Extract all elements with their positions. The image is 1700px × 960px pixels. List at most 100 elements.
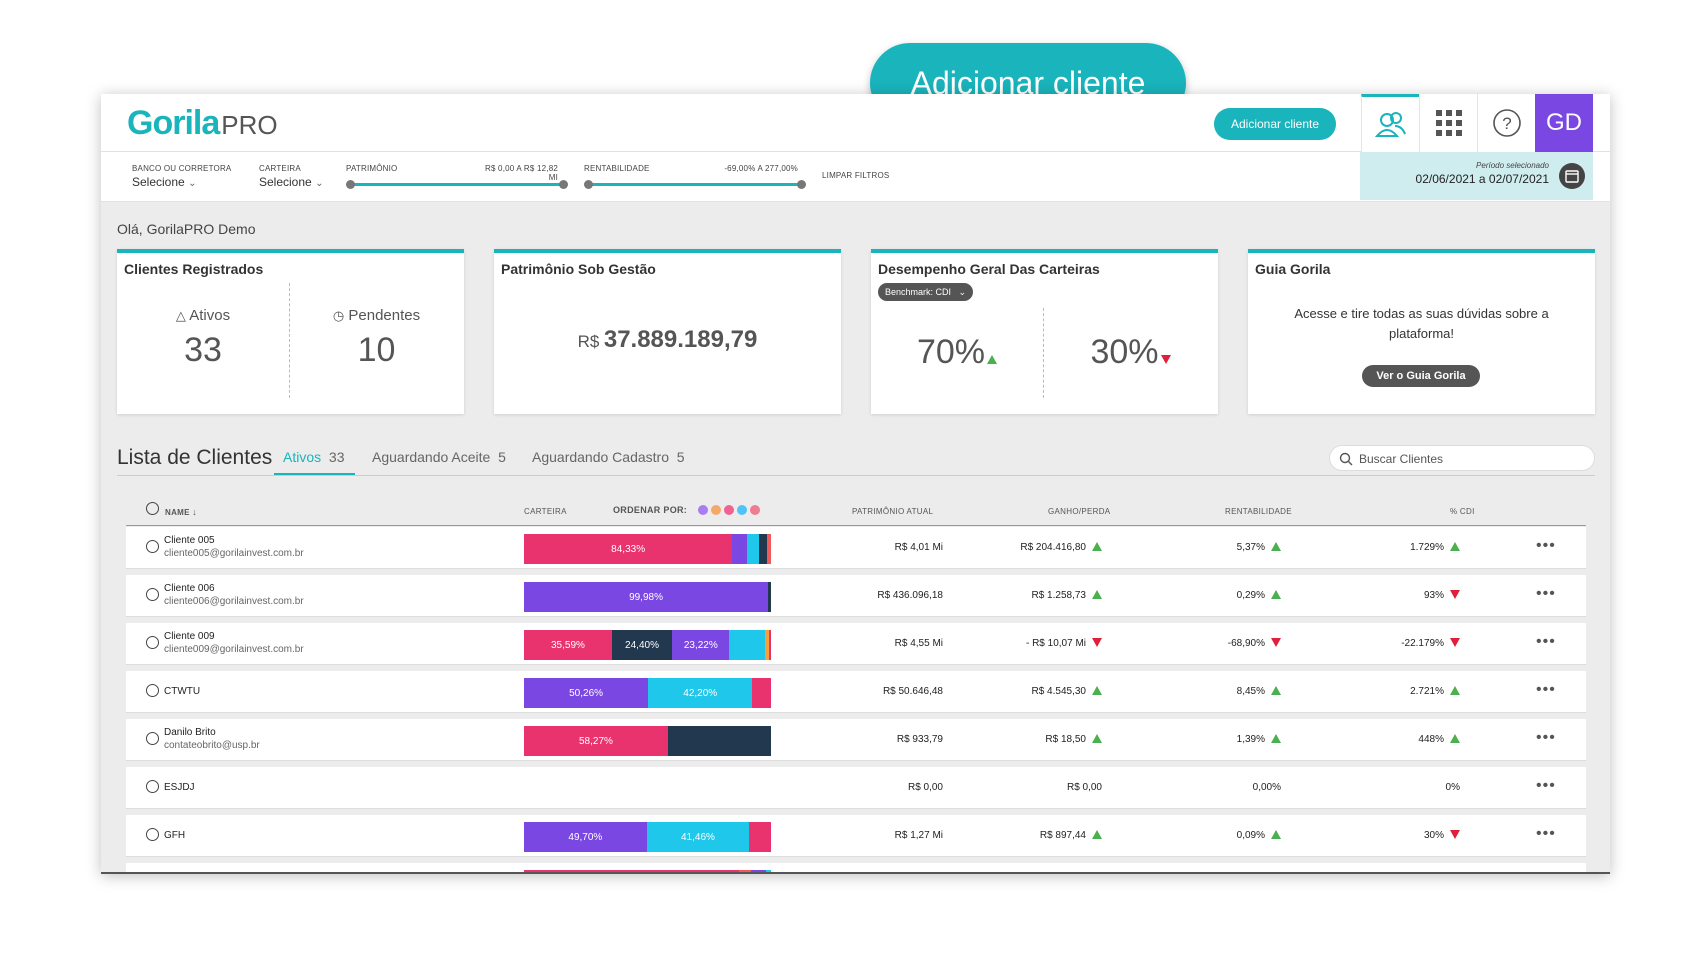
client-name[interactable]: ESJDJ (164, 782, 195, 793)
row-select-radio[interactable] (146, 588, 159, 601)
order-color-dot[interactable] (737, 505, 747, 515)
client-name[interactable]: Danilo Brito (164, 727, 216, 738)
active-label: Ativos (189, 307, 231, 324)
client-name[interactable]: Cliente 005 (164, 535, 215, 546)
allocation-bar[interactable]: 49,70% 41,46% (524, 822, 771, 852)
more-options-icon[interactable]: ••• (1536, 825, 1556, 842)
more-options-icon[interactable]: ••• (1536, 585, 1556, 602)
allocation-segment (747, 534, 760, 564)
guide-button[interactable]: Ver o Guia Gorila (1362, 365, 1480, 387)
bank-filter-select[interactable]: Selecione ⌄ (132, 175, 197, 189)
allocation-bar[interactable] (524, 870, 771, 872)
gain-value: - R$ 10,07 Mi (1026, 638, 1102, 649)
row-select-radio[interactable] (146, 780, 159, 793)
allocation-bar[interactable] (524, 774, 771, 804)
more-options-icon[interactable]: ••• (1536, 873, 1556, 874)
cdi-value: 93% (1424, 590, 1460, 601)
return-value: 0,09% (1237, 830, 1281, 841)
clock-icon: ◷ (332, 308, 345, 323)
patrimony-slider[interactable] (346, 180, 568, 189)
more-options-icon[interactable]: ••• (1536, 681, 1556, 698)
name-column-header[interactable]: NAME ↓ (165, 507, 198, 517)
more-options-icon[interactable]: ••• (1536, 729, 1556, 746)
row-select-radio[interactable] (146, 540, 159, 553)
patrimony-value: R$ 4,01 Mi (894, 542, 943, 553)
performance-up: 70% (871, 333, 1043, 372)
wallet-filter-select[interactable]: Selecione ⌄ (259, 175, 324, 189)
table-row[interactable]: Cliente 005 cliente005@gorilainvest.com.b… (126, 527, 1586, 569)
order-color-dot[interactable] (698, 505, 708, 515)
allocation-segment (764, 630, 769, 660)
patrimony-value: R$ 1,27 Mi (894, 830, 943, 841)
client-name[interactable]: Cliente 009 (164, 631, 215, 642)
cdi-column-header[interactable]: % CDI (1450, 507, 1475, 516)
add-client-button[interactable]: Adicionar cliente (1214, 108, 1336, 140)
calendar-icon[interactable] (1559, 163, 1585, 189)
return-value: -68,90% (1228, 638, 1281, 649)
client-email: contateobrito@usp.br (164, 740, 260, 751)
order-by-colors (698, 505, 760, 515)
patrimony-value: R$ 50.646,48 (882, 686, 943, 697)
allocation-bar[interactable]: 50,26% 42,20% (524, 678, 771, 708)
allocation-bar[interactable]: 58,27% (524, 726, 771, 756)
patrimony-column-header[interactable]: PATRIMÔNIO ATUAL (852, 507, 934, 516)
clients-card-title: Clientes Registrados (124, 261, 264, 277)
order-color-dot[interactable] (724, 505, 734, 515)
user-avatar[interactable]: GD (1535, 94, 1593, 152)
row-select-radio[interactable] (146, 732, 159, 745)
arrow-up-icon (1271, 542, 1281, 551)
row-select-radio[interactable] (146, 684, 159, 697)
tab-active[interactable]: Ativos 33 (283, 449, 345, 465)
chevron-down-icon: ⌄ (188, 178, 197, 189)
apps-menu-button[interactable] (1419, 94, 1477, 152)
benchmark-selector[interactable]: Benchmark: CDI ⌄ (878, 283, 974, 301)
select-all-radio[interactable] (146, 502, 159, 515)
allocation-bar[interactable]: 84,33% (524, 534, 771, 564)
order-color-dot[interactable] (711, 505, 721, 515)
more-options-icon[interactable]: ••• (1536, 777, 1556, 794)
return-column-header[interactable]: RENTABILIDADE (1225, 507, 1292, 516)
grid-icon (1435, 110, 1462, 136)
allocation-segment: 50,26% (524, 678, 649, 708)
arrow-up-icon (1092, 734, 1102, 743)
allocation-segment (766, 534, 771, 564)
clients-nav-button[interactable] (1361, 94, 1419, 152)
tab-awaiting-registration[interactable]: Aguardando Cadastro 5 (532, 449, 685, 465)
app-window: GorilaPRO Adicionar cliente ? (101, 94, 1610, 874)
more-options-icon[interactable]: ••• (1536, 537, 1556, 554)
order-color-dot[interactable] (750, 505, 760, 515)
row-select-radio[interactable] (146, 636, 159, 649)
client-name[interactable]: GFH (164, 830, 186, 841)
chevron-down-icon: ⌄ (315, 178, 324, 189)
arrow-up-icon (1271, 686, 1281, 695)
table-row[interactable]: Gorila A••• (126, 863, 1586, 874)
gain-column-header[interactable]: GANHO/PERDA (1048, 507, 1111, 516)
allocation-bar[interactable]: 99,98% (524, 582, 771, 612)
table-row[interactable]: CTWTU 50,26% 42,20% R$ 50.646,48 R$ 4.545,30… (126, 671, 1586, 713)
logo[interactable]: GorilaPRO (127, 104, 278, 142)
arrow-down-icon (1271, 638, 1281, 647)
tab-underline (274, 473, 355, 475)
help-button[interactable]: ? (1477, 94, 1535, 152)
allocation-segment (524, 870, 739, 872)
clear-filters-link[interactable]: LIMPAR FILTROS (822, 171, 890, 180)
allocation-bar[interactable]: 35,59% 24,40% 23,22% (524, 630, 771, 660)
search-input[interactable]: Buscar Clientes (1329, 445, 1595, 471)
tab-awaiting-acceptance[interactable]: Aguardando Aceite 5 (372, 449, 506, 465)
table-row[interactable]: Danilo Brito contateobrito@usp.br 58,27% R$… (126, 719, 1586, 761)
more-options-icon[interactable]: ••• (1536, 633, 1556, 650)
allocation-segment: 24,40% (611, 630, 673, 660)
period-selector[interactable]: Período selecionado 02/06/2021 a 02/07/2… (1360, 152, 1593, 200)
table-row[interactable]: Cliente 009 cliente009@gorilainvest.com.b… (126, 623, 1586, 665)
return-value: 5,37% (1237, 542, 1281, 553)
allocation-segment: 58,27% (524, 726, 668, 756)
cdi-value: 1.729% (1410, 542, 1460, 553)
table-row[interactable]: GFH 49,70% 41,46% R$ 1,27 Mi R$ 897,44 0,09% 3… (126, 815, 1586, 857)
table-row[interactable]: ESJDJ R$ 0,00 R$ 0,00 0,00% 0% ••• (126, 767, 1586, 809)
return-slider[interactable] (584, 180, 806, 189)
row-select-radio[interactable] (146, 828, 159, 841)
table-row[interactable]: Cliente 006 cliente006@gorilainvest.com.b… (126, 575, 1586, 617)
arrow-down-icon (1092, 638, 1102, 647)
client-name[interactable]: Cliente 006 (164, 583, 215, 594)
client-name[interactable]: CTWTU (164, 686, 201, 697)
